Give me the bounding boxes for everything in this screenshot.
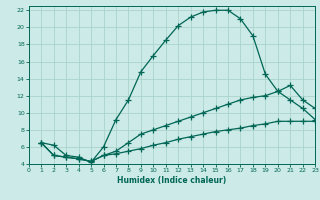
X-axis label: Humidex (Indice chaleur): Humidex (Indice chaleur) <box>117 176 227 185</box>
